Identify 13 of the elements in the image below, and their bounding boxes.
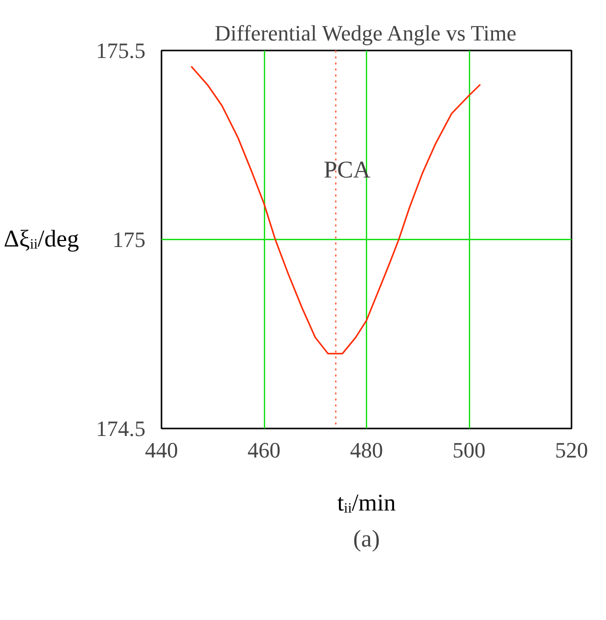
x-tick-label: 500 — [452, 438, 486, 462]
x-tick-label: 440 — [145, 438, 178, 462]
y-axis-title: Δξᵢᵢ/deg — [4, 226, 80, 252]
x-tick-label: 480 — [350, 438, 383, 462]
chart-title: Differential Wedge Angle vs Time — [214, 20, 516, 46]
y-tick-label: 175.5 — [96, 38, 146, 63]
x-axis-title: tᵢᵢ/min — [337, 490, 396, 516]
y-tick-label: 175 — [112, 227, 146, 252]
y-tick-label: 174.5 — [96, 416, 146, 441]
line-series — [190, 66, 482, 354]
x-tick-label: 520 — [555, 438, 588, 462]
text: (a) — [353, 526, 380, 552]
x-tick-label: 460 — [248, 438, 280, 462]
